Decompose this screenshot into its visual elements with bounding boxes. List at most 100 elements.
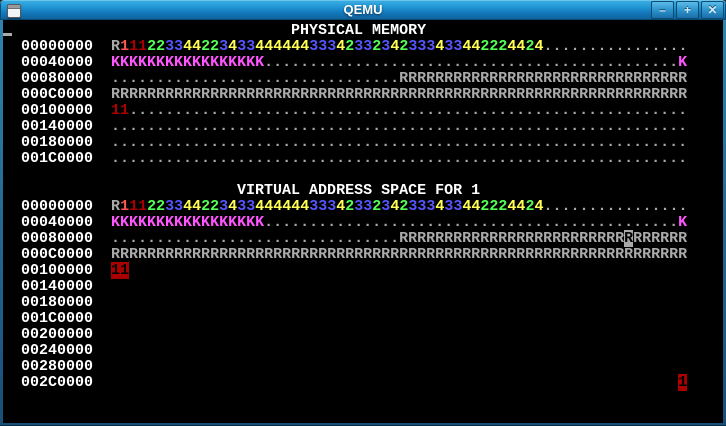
text-run [93, 262, 111, 279]
text-run: 001C0000 [21, 150, 94, 167]
virt-row-000C0000: 000C0000 RRRRRRRRRRRRRRRRRRRRRRRRRRRRRRR… [3, 247, 723, 263]
text-run: ........................................… [129, 102, 688, 119]
text-run [93, 198, 111, 215]
text-run [3, 198, 21, 215]
window-border-left [0, 20, 3, 423]
window-menu-icon[interactable] [7, 4, 21, 18]
text-run [93, 54, 111, 71]
text-run: 00140000 [21, 278, 94, 295]
virt-row-00200000: 00200000 [3, 327, 723, 343]
text-run [93, 86, 111, 103]
text-run: 001C0000 [21, 310, 94, 327]
text-run: 00180000 [21, 134, 94, 151]
text-run: 2 [525, 198, 535, 215]
text-run: 22 [147, 38, 166, 55]
text-run: 00080000 [21, 70, 94, 87]
text-run [93, 230, 111, 247]
text-run: 33 [237, 38, 256, 55]
text-run: 11 [129, 38, 148, 55]
text-run: ................ [543, 198, 688, 215]
text-run [3, 262, 21, 279]
text-run: R [111, 198, 121, 215]
text-run: 333 [309, 198, 337, 215]
text-run: 00000000 [21, 198, 94, 215]
text-run: ................................ [111, 230, 400, 247]
virt-row-002C0000: 002C0000 1 [3, 374, 723, 391]
text-run: PHYSICAL MEMORY [291, 22, 427, 39]
minimize-button[interactable]: – [651, 1, 674, 19]
text-run [93, 70, 111, 87]
close-button[interactable]: ✕ [701, 1, 724, 19]
text-run [3, 374, 21, 391]
virt-row-00040000: 00040000 KKKKKKKKKKKKKKKKK..............… [3, 215, 723, 231]
text-run: 3 [219, 198, 229, 215]
phys-row-000C0000: 000C0000 RRRRRRRRRRRRRRRRRRRRRRRRRRRRRRR… [3, 87, 723, 103]
text-run [93, 134, 111, 151]
text-run: 444444 [255, 38, 310, 55]
text-run [3, 294, 21, 311]
text-run [3, 102, 21, 119]
text-run: 00040000 [21, 214, 94, 231]
text-run: 33 [444, 198, 463, 215]
text-run: 333 [408, 38, 436, 55]
text-run: 00200000 [21, 326, 94, 343]
text-run [93, 374, 111, 391]
text-run [3, 70, 21, 87]
text-run: VIRTUAL ADDRESS SPACE FOR 1 [237, 182, 481, 199]
phys-row-00000000: 00000000 R111223344223433444444333423323… [3, 39, 723, 55]
text-run: 1 [120, 198, 130, 215]
vga-text-screen[interactable]: PHYSICAL MEMORY 00000000 R11122334422343… [3, 20, 723, 423]
text-run: RRRRRRRRRRRRRRRRRRRRRRRRR [399, 230, 625, 247]
window-title: QEMU [343, 2, 383, 17]
virt-row-00180000: 00180000 [3, 295, 723, 311]
maximize-button[interactable]: + [676, 1, 699, 19]
text-run: 44 [507, 198, 526, 215]
text-run: 4 [390, 38, 400, 55]
text-run [3, 358, 21, 375]
text-run: KKKKKKKKKKKKKKKKK [111, 54, 265, 71]
text-run: ........................................… [111, 150, 688, 167]
text-run [3, 278, 21, 295]
titlebar[interactable]: QEMU – + ✕ [0, 0, 726, 20]
text-run: 00040000 [21, 54, 94, 71]
text-run: 22 [201, 38, 220, 55]
text-run: 00000000 [21, 38, 94, 55]
text-run: 3 [381, 38, 391, 55]
text-run: 2 [399, 38, 409, 55]
text-run: 00180000 [21, 294, 94, 311]
text-run [93, 38, 111, 55]
virt-row-00140000: 00140000 [3, 279, 723, 295]
text-run: RRRRRRRRRRRRRRRRRRRRRRRRRRRRRRRRRRRRRRRR… [111, 246, 688, 263]
text-run: 11 [111, 262, 130, 279]
virt-row-00240000: 00240000 [3, 343, 723, 359]
phys-row-00180000: 00180000 ...............................… [3, 135, 723, 151]
text-run: 4 [336, 198, 346, 215]
text-run: 22 [201, 198, 220, 215]
text-run [3, 246, 21, 263]
text-run [3, 54, 21, 71]
text-run: 22 [147, 198, 166, 215]
window-border-right [723, 20, 726, 423]
window-icon-titlebar [8, 5, 20, 9]
text-run: 3 [381, 198, 391, 215]
text-run: 33 [354, 198, 373, 215]
text-run: 44 [183, 38, 202, 55]
blank-row [3, 167, 723, 183]
text-run: 002C0000 [21, 374, 94, 391]
window-controls: – + ✕ [651, 1, 724, 19]
text-run: 222 [480, 38, 508, 55]
text-run: 000C0000 [21, 246, 94, 263]
text-run [3, 134, 21, 151]
phys-row-00040000: 00040000 KKKKKKKKKKKKKKKKK..............… [3, 55, 723, 71]
text-run: 2 [372, 198, 382, 215]
blank-row [3, 391, 723, 407]
text-run: 4 [390, 198, 400, 215]
phys-row-00100000: 00100000 11.............................… [3, 103, 723, 119]
text-run: 33 [354, 38, 373, 55]
text-run: 44 [507, 38, 526, 55]
text-run [93, 150, 111, 167]
text-run: K [678, 214, 688, 231]
text-run: 2 [345, 38, 355, 55]
text-run: RRRRRRRRRRRRRRRRRRRRRRRRRRRRRRRRRRRRRRRR… [111, 86, 688, 103]
text-run [93, 118, 111, 135]
